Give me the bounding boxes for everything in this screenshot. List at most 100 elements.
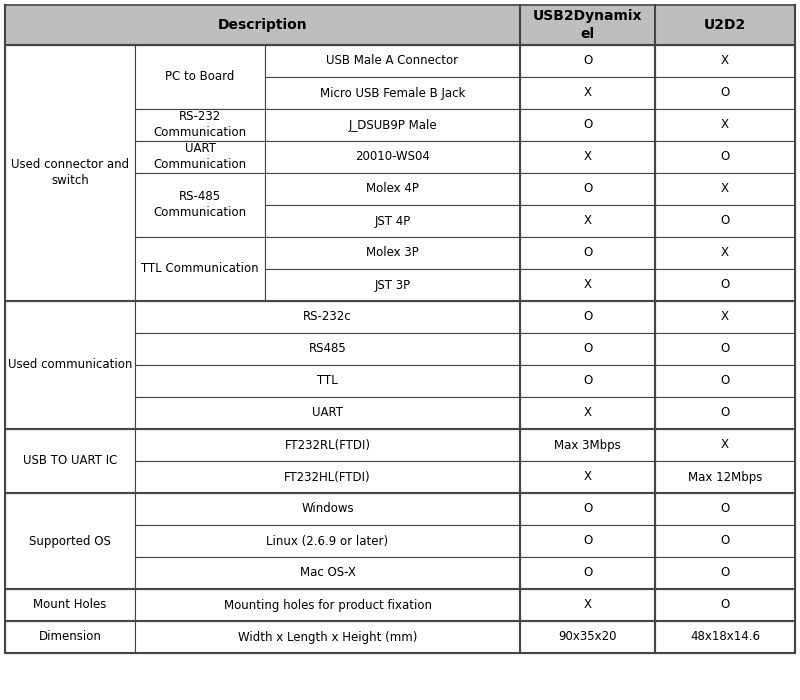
Text: RS-232c: RS-232c [303,311,352,323]
Text: FT232RL(FTDI): FT232RL(FTDI) [285,438,370,452]
Bar [655,589,795,621]
Bar [5,589,135,621]
Text: X: X [721,118,729,132]
Bar [655,269,795,301]
Text: USB TO UART IC: USB TO UART IC [23,454,117,468]
Bar [135,621,520,653]
Text: UART: UART [312,407,343,419]
Text: O: O [720,407,730,419]
Text: JST 4P: JST 4P [374,214,410,228]
Bar [520,269,655,301]
Bar [135,493,520,525]
Text: O: O [720,535,730,547]
Bar [5,5,520,45]
Bar [520,493,655,525]
Text: O: O [720,87,730,99]
Text: O: O [583,118,592,132]
Bar [655,621,795,653]
Text: O: O [583,183,592,195]
Bar [655,237,795,269]
Bar [520,429,655,461]
Text: X: X [721,438,729,452]
Text: Molex 4P: Molex 4P [366,183,419,195]
Text: FT232HL(FTDI): FT232HL(FTDI) [284,470,371,484]
Text: O: O [720,374,730,388]
Bar [5,493,135,589]
Text: X: X [583,150,591,164]
Text: Used communication: Used communication [8,358,132,372]
Text: X: X [721,311,729,323]
Text: O: O [720,342,730,356]
Text: O: O [720,503,730,515]
Bar [655,461,795,493]
Text: Max 12Mbps: Max 12Mbps [688,470,762,484]
Bar [520,365,655,397]
Text: X: X [583,87,591,99]
Bar [265,205,520,237]
Bar [135,333,520,365]
Text: O: O [583,566,592,580]
Text: O: O [583,311,592,323]
Bar [520,173,655,205]
Text: O: O [720,150,730,164]
Bar [520,109,655,141]
Bar [520,141,655,173]
Bar [135,237,265,301]
Bar [520,301,655,333]
Text: O: O [583,374,592,388]
Bar [135,45,265,109]
Text: O: O [720,566,730,580]
Bar [135,141,265,173]
Bar [655,77,795,109]
Text: Mount Holes: Mount Holes [34,598,106,612]
Text: Micro USB Female B Jack: Micro USB Female B Jack [320,87,465,99]
Bar [520,397,655,429]
Bar [520,205,655,237]
Bar [135,109,265,141]
Text: X: X [583,214,591,228]
Text: RS-232
Communication: RS-232 Communication [154,111,246,139]
Text: JST 3P: JST 3P [374,279,410,291]
Bar [655,141,795,173]
Bar [655,301,795,333]
Text: O: O [583,342,592,356]
Text: TTL Communication: TTL Communication [141,262,259,276]
Text: Max 3Mbps: Max 3Mbps [554,438,621,452]
Bar [655,333,795,365]
Bar [265,269,520,301]
Bar [135,397,520,429]
Text: X: X [583,470,591,484]
Text: 20010-WS04: 20010-WS04 [355,150,430,164]
Text: O: O [583,503,592,515]
Bar [655,205,795,237]
Bar [135,429,520,461]
Text: 90x35x20: 90x35x20 [558,631,617,643]
Bar [265,141,520,173]
Bar [135,365,520,397]
Bar [135,525,520,557]
Text: O: O [720,214,730,228]
Text: RS-485
Communication: RS-485 Communication [154,190,246,220]
Bar [135,557,520,589]
Bar [265,173,520,205]
Text: Mac OS-X: Mac OS-X [299,566,355,580]
Text: RS485: RS485 [309,342,346,356]
Text: U2D2: U2D2 [704,18,746,32]
Bar [655,365,795,397]
Bar [520,621,655,653]
Bar [135,589,520,621]
Bar [520,525,655,557]
Bar [520,45,655,77]
Bar [520,461,655,493]
Bar [655,493,795,525]
Bar [135,173,265,237]
Text: J_DSUB9P Male: J_DSUB9P Male [348,118,437,132]
Text: X: X [721,183,729,195]
Text: O: O [583,55,592,67]
Bar [655,525,795,557]
Text: TTL: TTL [317,374,338,388]
Bar [265,45,520,77]
Text: Molex 3P: Molex 3P [366,246,419,260]
Text: Used connector and
switch: Used connector and switch [11,158,129,188]
Bar [265,109,520,141]
